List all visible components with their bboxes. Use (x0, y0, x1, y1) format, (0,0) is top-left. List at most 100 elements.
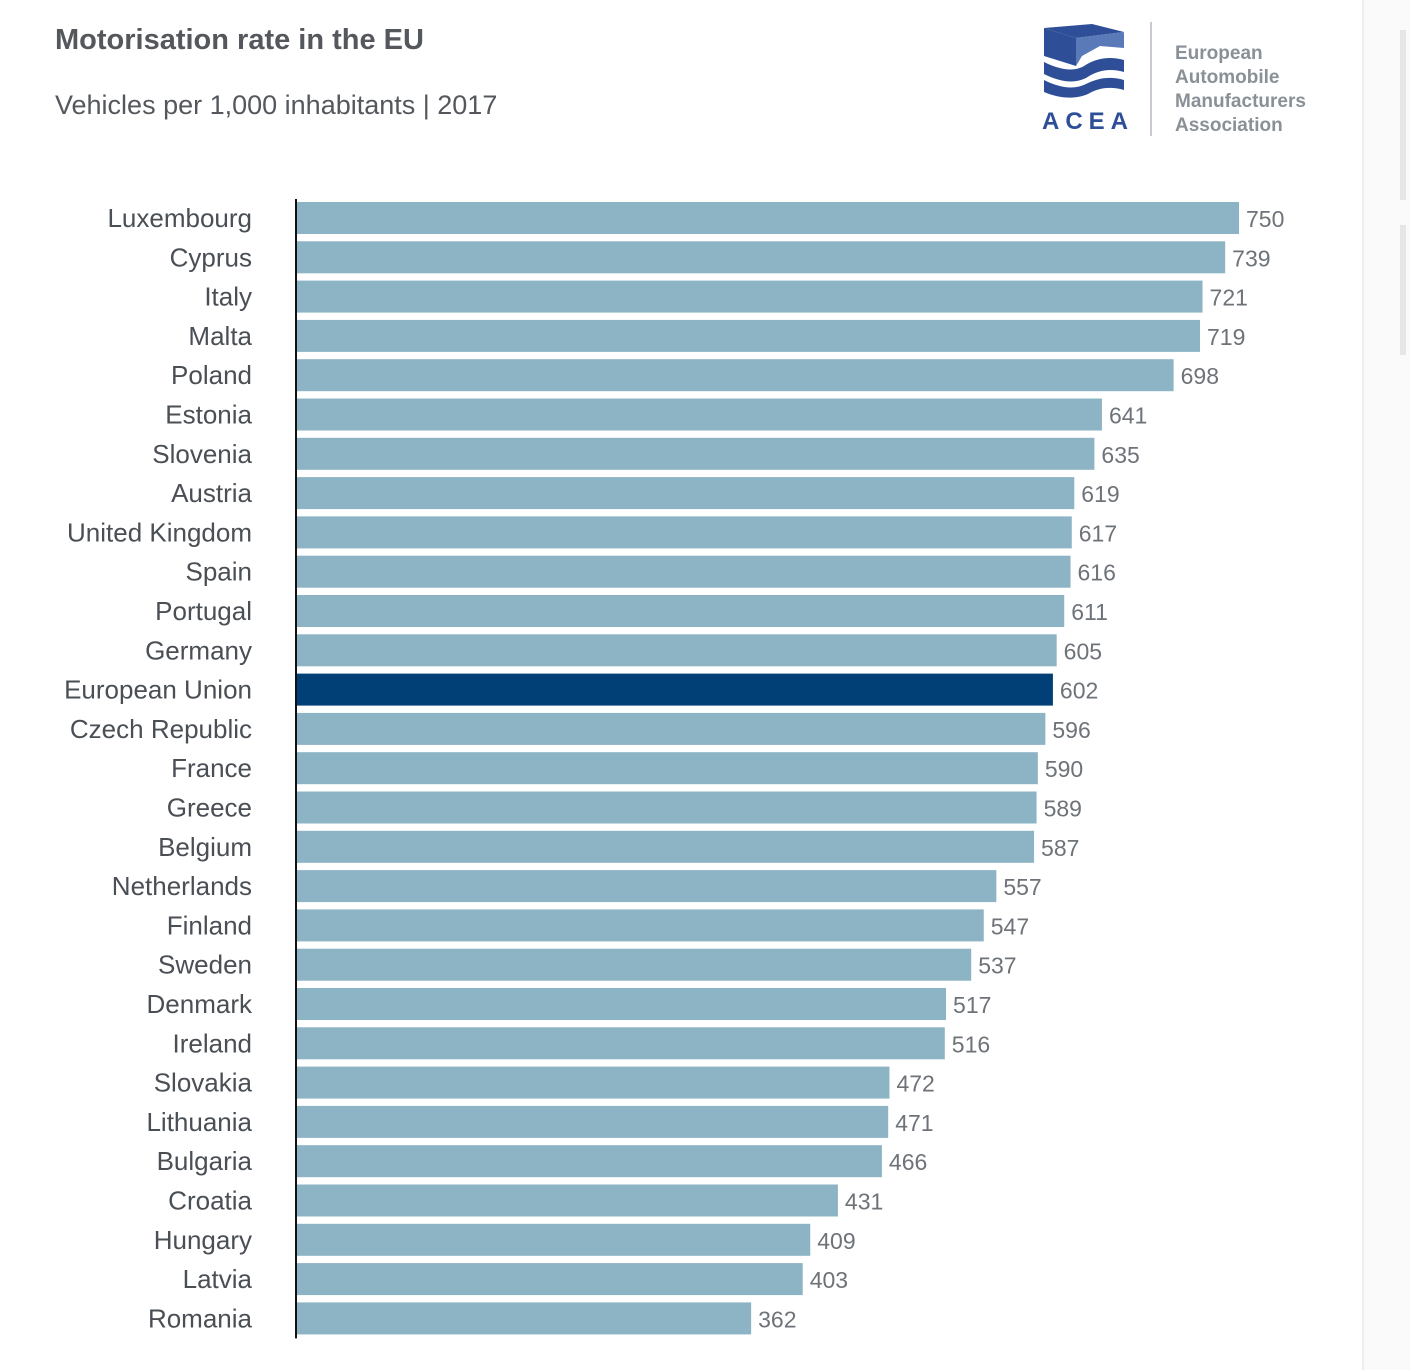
category-label: Luxembourg (107, 203, 252, 233)
value-label: 590 (1045, 756, 1083, 782)
category-label: Germany (145, 635, 252, 665)
category-label: Greece (167, 793, 252, 823)
value-label: 635 (1101, 442, 1139, 468)
bar (296, 477, 1075, 510)
bar (296, 241, 1226, 274)
category-label: European Union (64, 675, 252, 705)
value-label: 611 (1071, 599, 1108, 625)
category-label: Lithuania (146, 1107, 252, 1137)
value-label: 750 (1246, 206, 1284, 232)
category-label: Netherlands (112, 871, 252, 901)
category-label: Croatia (168, 1186, 252, 1216)
category-label: Latvia (183, 1264, 253, 1294)
value-label: 431 (845, 1189, 883, 1215)
category-label: Hungary (154, 1225, 252, 1255)
category-label: Ireland (173, 1028, 253, 1058)
category-label: United Kingdom (67, 517, 252, 547)
value-label: 641 (1109, 403, 1147, 429)
value-label: 587 (1041, 835, 1079, 861)
category-label: Sweden (158, 950, 252, 980)
category-label: Bulgaria (157, 1146, 253, 1176)
value-label: 403 (810, 1267, 848, 1293)
bar-highlight (296, 673, 1053, 706)
category-label: Romania (148, 1303, 253, 1333)
logo-org-name-line: European (1175, 43, 1263, 64)
bar (296, 1145, 882, 1178)
bar (296, 752, 1038, 785)
value-label: 409 (817, 1228, 855, 1254)
value-label: 547 (991, 913, 1029, 939)
value-label: 362 (758, 1306, 796, 1332)
bar (296, 1105, 889, 1138)
acea-logo-icon (1044, 24, 1124, 98)
category-label: Cyprus (170, 242, 252, 272)
value-label: 516 (952, 1031, 990, 1057)
bar (296, 359, 1174, 392)
category-label: Malta (188, 321, 252, 351)
bar (296, 830, 1035, 863)
bar (296, 319, 1201, 352)
scrollbar-track (1400, 225, 1406, 355)
value-label: 602 (1060, 678, 1098, 704)
bar (296, 791, 1037, 824)
category-label: Austria (171, 478, 252, 508)
category-label: Slovakia (154, 1068, 253, 1098)
value-label: 721 (1210, 285, 1248, 311)
bar (296, 555, 1071, 588)
bar (296, 909, 984, 942)
category-label: Slovenia (152, 439, 252, 469)
page-edge (1364, 0, 1410, 1370)
bar (296, 595, 1065, 627)
value-label: 605 (1064, 638, 1102, 664)
bar-chart: Luxembourg 750 Cyprus 739 Italy 721 Malta 719 Po… (64, 199, 1284, 1339)
value-label: 537 (978, 953, 1016, 979)
value-label: 471 (895, 1110, 933, 1136)
bar (296, 1184, 838, 1217)
bar (296, 1263, 803, 1296)
value-label: 557 (1003, 874, 1041, 900)
bar (296, 1066, 890, 1099)
category-label: Belgium (158, 832, 252, 862)
logo-org-name-line: Manufacturers (1175, 91, 1306, 112)
category-label: Denmark (147, 989, 253, 1019)
bar (296, 398, 1102, 431)
category-label: Finland (167, 910, 252, 940)
bar (296, 988, 947, 1020)
chart-title: Motorisation rate in the EU (55, 24, 424, 56)
category-label: France (171, 753, 252, 783)
bar (296, 280, 1203, 313)
bar (296, 437, 1095, 470)
bar (296, 870, 997, 903)
category-label: Czech Republic (70, 714, 252, 744)
value-label: 472 (896, 1071, 934, 1097)
logo-divider (1150, 22, 1152, 136)
bar (296, 1302, 752, 1335)
value-label: 619 (1081, 481, 1119, 507)
value-label: 616 (1078, 560, 1116, 586)
value-label: 589 (1044, 796, 1082, 822)
bar (296, 948, 972, 981)
logo-acronym: ACEA (1042, 108, 1135, 135)
bar (296, 712, 1046, 745)
bar (296, 516, 1072, 549)
value-label: 466 (889, 1149, 927, 1175)
bar (296, 202, 1239, 234)
category-label: Italy (204, 282, 252, 312)
value-label: 517 (953, 992, 991, 1018)
logo-org-name-line: Automobile (1175, 67, 1280, 88)
scrollbar-track (1400, 30, 1406, 200)
value-label: 617 (1079, 520, 1117, 546)
category-label: Poland (171, 360, 252, 390)
category-label: Estonia (165, 400, 252, 430)
value-label: 596 (1052, 717, 1090, 743)
category-label: Portugal (155, 596, 252, 626)
value-label: 698 (1181, 363, 1219, 389)
bar (296, 634, 1057, 667)
category-label: Spain (186, 557, 253, 587)
bar (296, 1027, 945, 1060)
value-label: 719 (1207, 324, 1245, 350)
acea-logo: ACEA European Automobile Manufacturers A… (1040, 22, 1340, 142)
logo-org-name-line: Association (1175, 115, 1283, 136)
logo-org-name: European Automobile Manufacturers Associ… (1175, 42, 1306, 138)
bar (296, 1223, 811, 1256)
